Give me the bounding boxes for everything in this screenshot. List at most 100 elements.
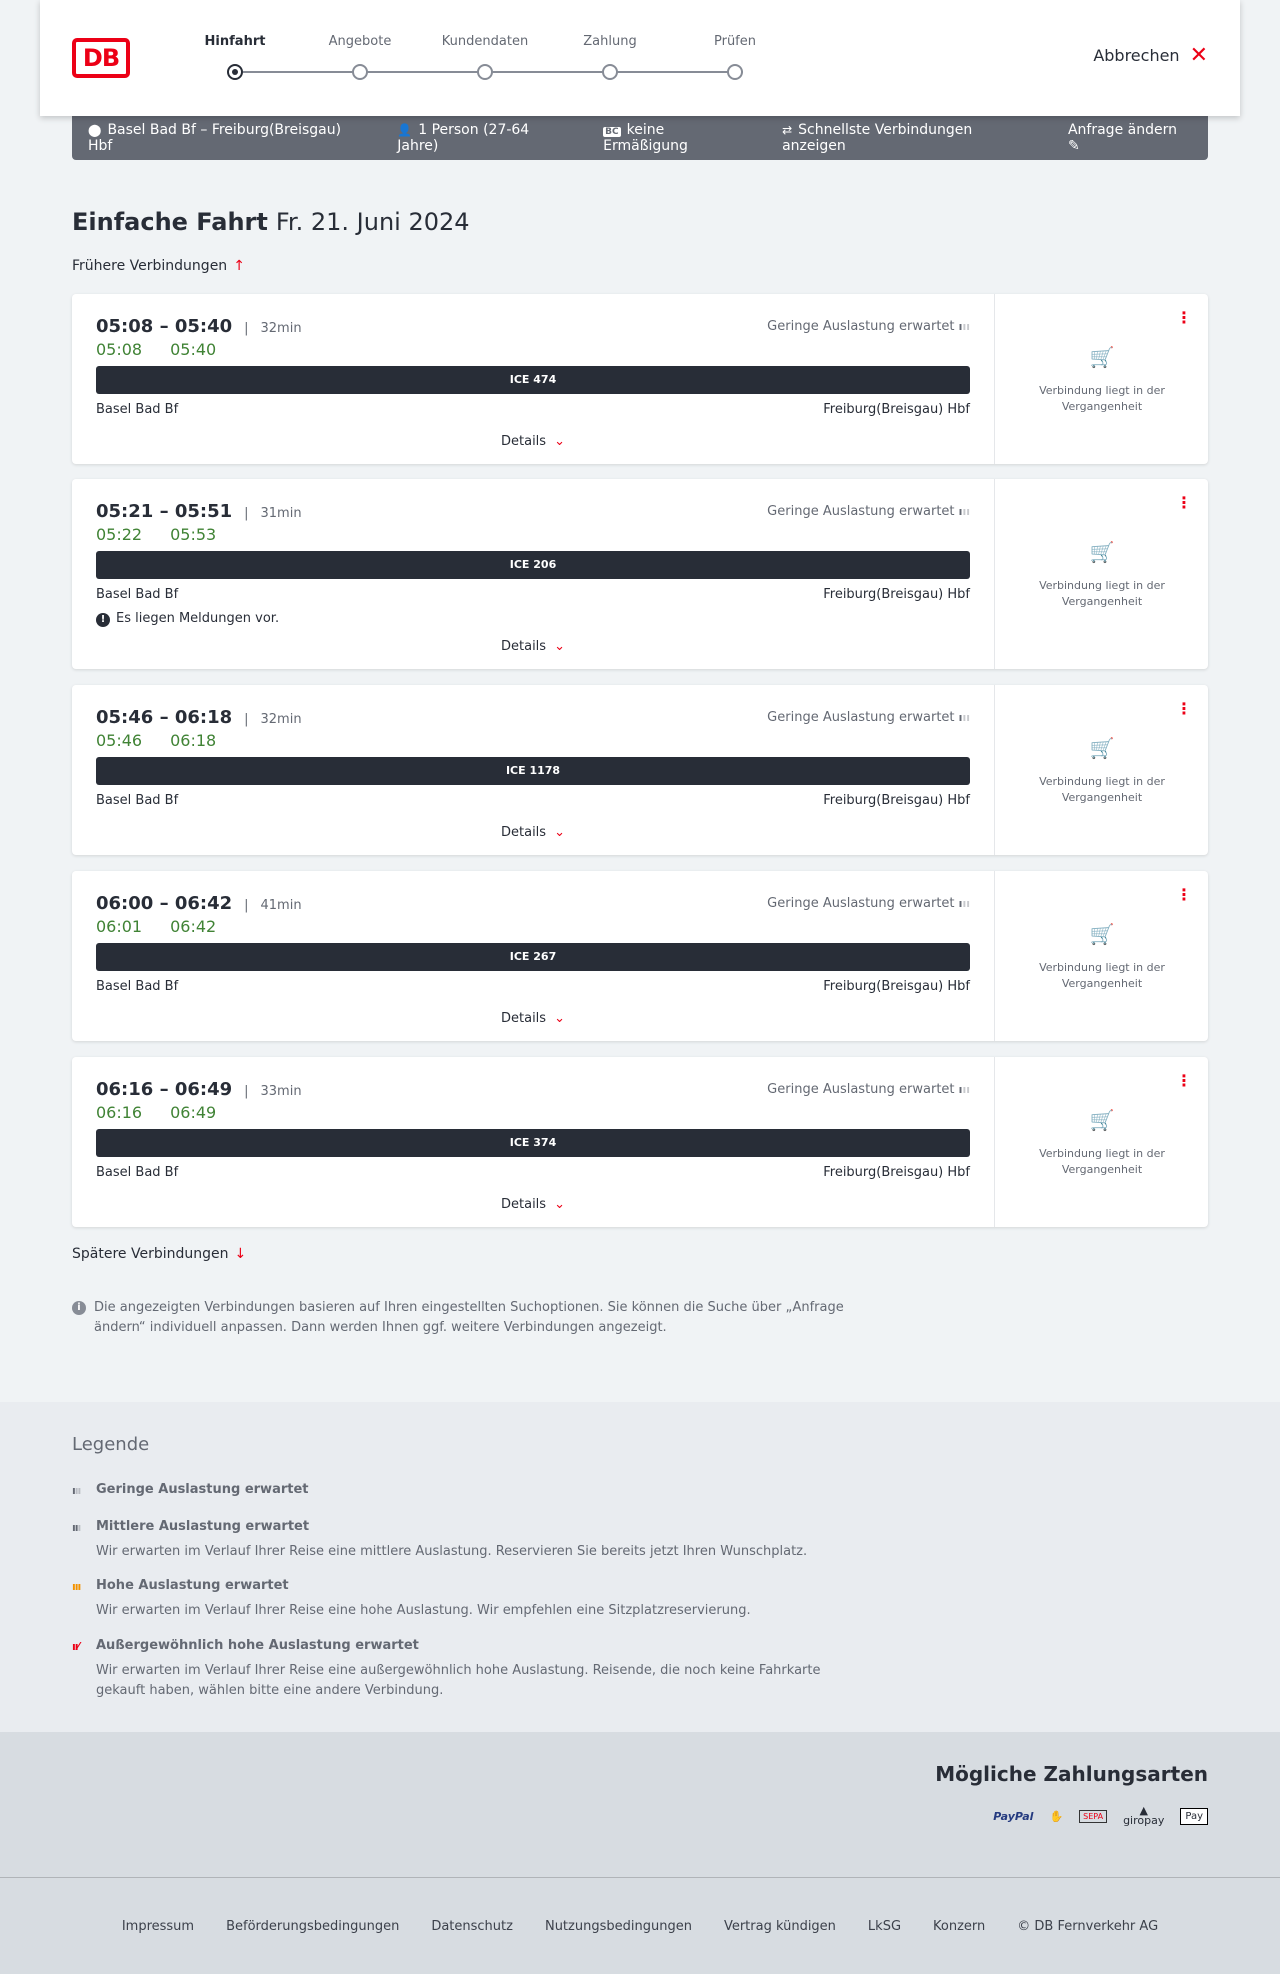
more-options-icon[interactable]: ⋮	[1176, 1071, 1192, 1090]
arrival-station: Freiburg(Breisgau) Hbf	[823, 979, 970, 994]
earlier-label: Frühere Verbindungen	[72, 258, 228, 274]
step-dot	[352, 64, 368, 80]
db-logo[interactable]: DB	[72, 38, 130, 78]
edit-label: Anfrage ändern	[1067, 122, 1177, 138]
more-options-icon[interactable]: ⋮	[1176, 493, 1192, 512]
details-toggle[interactable]: Details ⌄	[96, 434, 970, 449]
legend-item-low: ııı Geringe Auslastung erwartet	[72, 1482, 872, 1505]
footer-link-vertrag-kuendigen[interactable]: Vertrag kündigen	[723, 1918, 836, 1934]
legend-text: Wir erwarten im Verlauf Ihrer Reise eine…	[96, 1603, 751, 1618]
arrival-station: Freiburg(Breisgau) Hbf	[823, 402, 970, 417]
load-low-icon: ııı	[958, 505, 970, 518]
occupancy-text: Geringe Auslastung erwartet	[767, 1082, 955, 1097]
details-toggle[interactable]: Details ⌄	[96, 1197, 970, 1212]
connection-card[interactable]: 05:08 – 05:40 32min 05:08 05:40 Geringe Au…	[72, 294, 1208, 464]
departure-station: Basel Bad Bf	[96, 1165, 179, 1180]
later-label: Spätere Verbindungen	[72, 1246, 229, 1262]
footer-link-befoerderungsbedingungen[interactable]: Beförderungsbedingungen	[226, 1918, 400, 1934]
trip-type: Einfache Fahrt	[72, 208, 268, 236]
step-pruefen: Prüfen	[685, 34, 785, 80]
legend-label: Außergewöhnlich hohe Auslastung erwartet	[96, 1638, 419, 1653]
cart-unavailable-icon: 🛒	[1089, 540, 1115, 564]
cart-unavailable-icon: 🛒	[1089, 1108, 1115, 1132]
passenger-summary: 👤 1 Person (27-64 Jahre)	[397, 122, 573, 154]
step-label: Kundendaten	[441, 34, 529, 49]
departure-station: Basel Bad Bf	[96, 587, 179, 602]
apple-pay-label: Pay	[1185, 1810, 1203, 1822]
departure-station: Basel Bad Bf	[96, 402, 179, 417]
details-toggle[interactable]: Details ⌄	[96, 639, 970, 654]
scheduled-times: 05:08 – 05:40 32min	[96, 316, 302, 337]
legend-label: Hohe Auslastung erwartet	[96, 1578, 289, 1593]
step-zahlung: Zahlung	[560, 34, 660, 80]
legend-label: Geringe Auslastung erwartet	[96, 1482, 309, 1497]
past-connection-text: Verbindung liegt in der Vergangenheit	[1039, 961, 1165, 990]
step-dot	[727, 64, 743, 80]
route-summary: ⬤ Basel Bad Bf – Freiburg(Breisgau) Hbf	[88, 122, 367, 154]
train-bar: ICE 1178	[96, 757, 970, 785]
realtime-departure: 05:46	[96, 731, 143, 750]
more-options-icon[interactable]: ⋮	[1176, 699, 1192, 718]
scheduled-times: 05:46 – 06:18 32min	[96, 707, 302, 728]
earlier-connections-link[interactable]: Frühere Verbindungen ↑	[72, 258, 245, 274]
legend-text: Wir erwarten im Verlauf Ihrer Reise eine…	[96, 1544, 808, 1559]
cancel-button[interactable]: Abbrechen ✕	[1093, 44, 1208, 66]
realtime-times: 06:16 06:49	[96, 1103, 244, 1122]
realtime-arrival: 06:42	[170, 917, 217, 936]
discount-summary: BC keine Ermäßigung	[603, 122, 752, 154]
footer-link-konzern[interactable]: Konzern	[933, 1918, 986, 1934]
page-title: Einfache Fahrt Fr. 21. Juni 2024	[72, 208, 470, 236]
legend-item-exceptional: ıı⁄ Außergewöhnlich hohe Auslastung erwar…	[72, 1638, 872, 1701]
footer-link-datenschutz[interactable]: Datenschutz	[431, 1918, 513, 1934]
later-connections-link[interactable]: Spätere Verbindungen ↓	[72, 1246, 246, 1262]
connection-card[interactable]: 06:16 – 06:49 33min 06:16 06:49 Geringe Au…	[72, 1057, 1208, 1227]
arrow-down-icon: ↓	[234, 1246, 247, 1262]
disruption-message: ! Es liegen Meldungen vor.	[96, 611, 279, 627]
route-text: Basel Bad Bf – Freiburg(Breisgau) Hbf	[88, 122, 342, 154]
paypal-icon: PayPal	[993, 1809, 1034, 1823]
progress-stepper: Hinfahrt Angebote Kundendaten Zahlung Pr…	[185, 34, 810, 84]
step-label: Angebote	[328, 34, 392, 49]
footer-link-nutzungsbedingungen[interactable]: Nutzungsbedingungen	[544, 1918, 692, 1934]
connection-card[interactable]: 05:21 – 05:51 31min 05:22 05:53 Geringe Au…	[72, 479, 1208, 669]
passenger-text: 1 Person (27-64 Jahre)	[397, 122, 530, 154]
details-label: Details	[501, 1011, 547, 1026]
step-kundendaten: Kundendaten	[435, 34, 535, 80]
details-toggle[interactable]: Details ⌄	[96, 825, 970, 840]
header: DB Hinfahrt Angebote Kundendaten Zahlung…	[40, 0, 1240, 116]
footer-link-impressum[interactable]: Impressum	[121, 1918, 195, 1934]
more-options-icon[interactable]: ⋮	[1176, 308, 1192, 327]
stepper-line	[243, 71, 743, 73]
edit-request-button[interactable]: Anfrage ändern ✎	[1068, 122, 1192, 154]
footer-link-lksg[interactable]: LkSG	[867, 1918, 902, 1934]
details-toggle[interactable]: Details ⌄	[96, 1011, 970, 1026]
load-high-icon: ııı	[72, 1580, 81, 1593]
occupancy-info: Geringe Auslastung erwartet ııı	[767, 896, 970, 911]
arrival-station: Freiburg(Breisgau) Hbf	[823, 793, 970, 808]
load-low-icon: ııı	[72, 1484, 81, 1497]
realtime-times: 05:46 06:18	[96, 731, 244, 750]
step-label: Prüfen	[713, 34, 756, 49]
discount-text: keine Ermäßigung	[603, 122, 688, 154]
occupancy-text: Geringe Auslastung erwartet	[767, 504, 955, 519]
duration: 32min	[244, 712, 301, 727]
connection-card[interactable]: 06:00 – 06:42 41min 06:01 06:42 Geringe Au…	[72, 871, 1208, 1041]
payment-methods-section: Mögliche Zahlungsarten PayPal ✋ SEPA ▲ gi…	[0, 1732, 1280, 1878]
load-medium-icon: ııı	[72, 1521, 81, 1534]
step-label: Zahlung	[583, 34, 637, 49]
more-options-icon[interactable]: ⋮	[1176, 885, 1192, 904]
load-low-icon: ııı	[958, 897, 970, 910]
location-pin-icon: ⬤	[88, 123, 102, 137]
person-icon: 👤	[397, 123, 413, 137]
connection-main: 06:00 – 06:42 41min 06:01 06:42 Geringe Au…	[96, 871, 970, 1041]
chevron-down-icon: ⌄	[554, 434, 565, 449]
scheduled-times: 05:21 – 05:51 31min	[96, 501, 302, 522]
connection-card[interactable]: 05:46 – 06:18 32min 05:46 06:18 Geringe Au…	[72, 685, 1208, 855]
connection-status-panel: ⋮ 🛒 Verbindung liegt in der Vergangenhei…	[994, 685, 1208, 855]
time-range: 05:46 – 06:18	[96, 707, 233, 728]
connection-main: 05:21 – 05:51 31min 05:22 05:53 Geringe Au…	[96, 479, 970, 669]
past-connection-text: Verbindung liegt in der Vergangenheit	[1039, 579, 1165, 608]
past-connection-text: Verbindung liegt in der Vergangenheit	[1039, 775, 1165, 804]
step-dot	[602, 64, 618, 80]
time-range: 06:00 – 06:42	[96, 893, 233, 914]
